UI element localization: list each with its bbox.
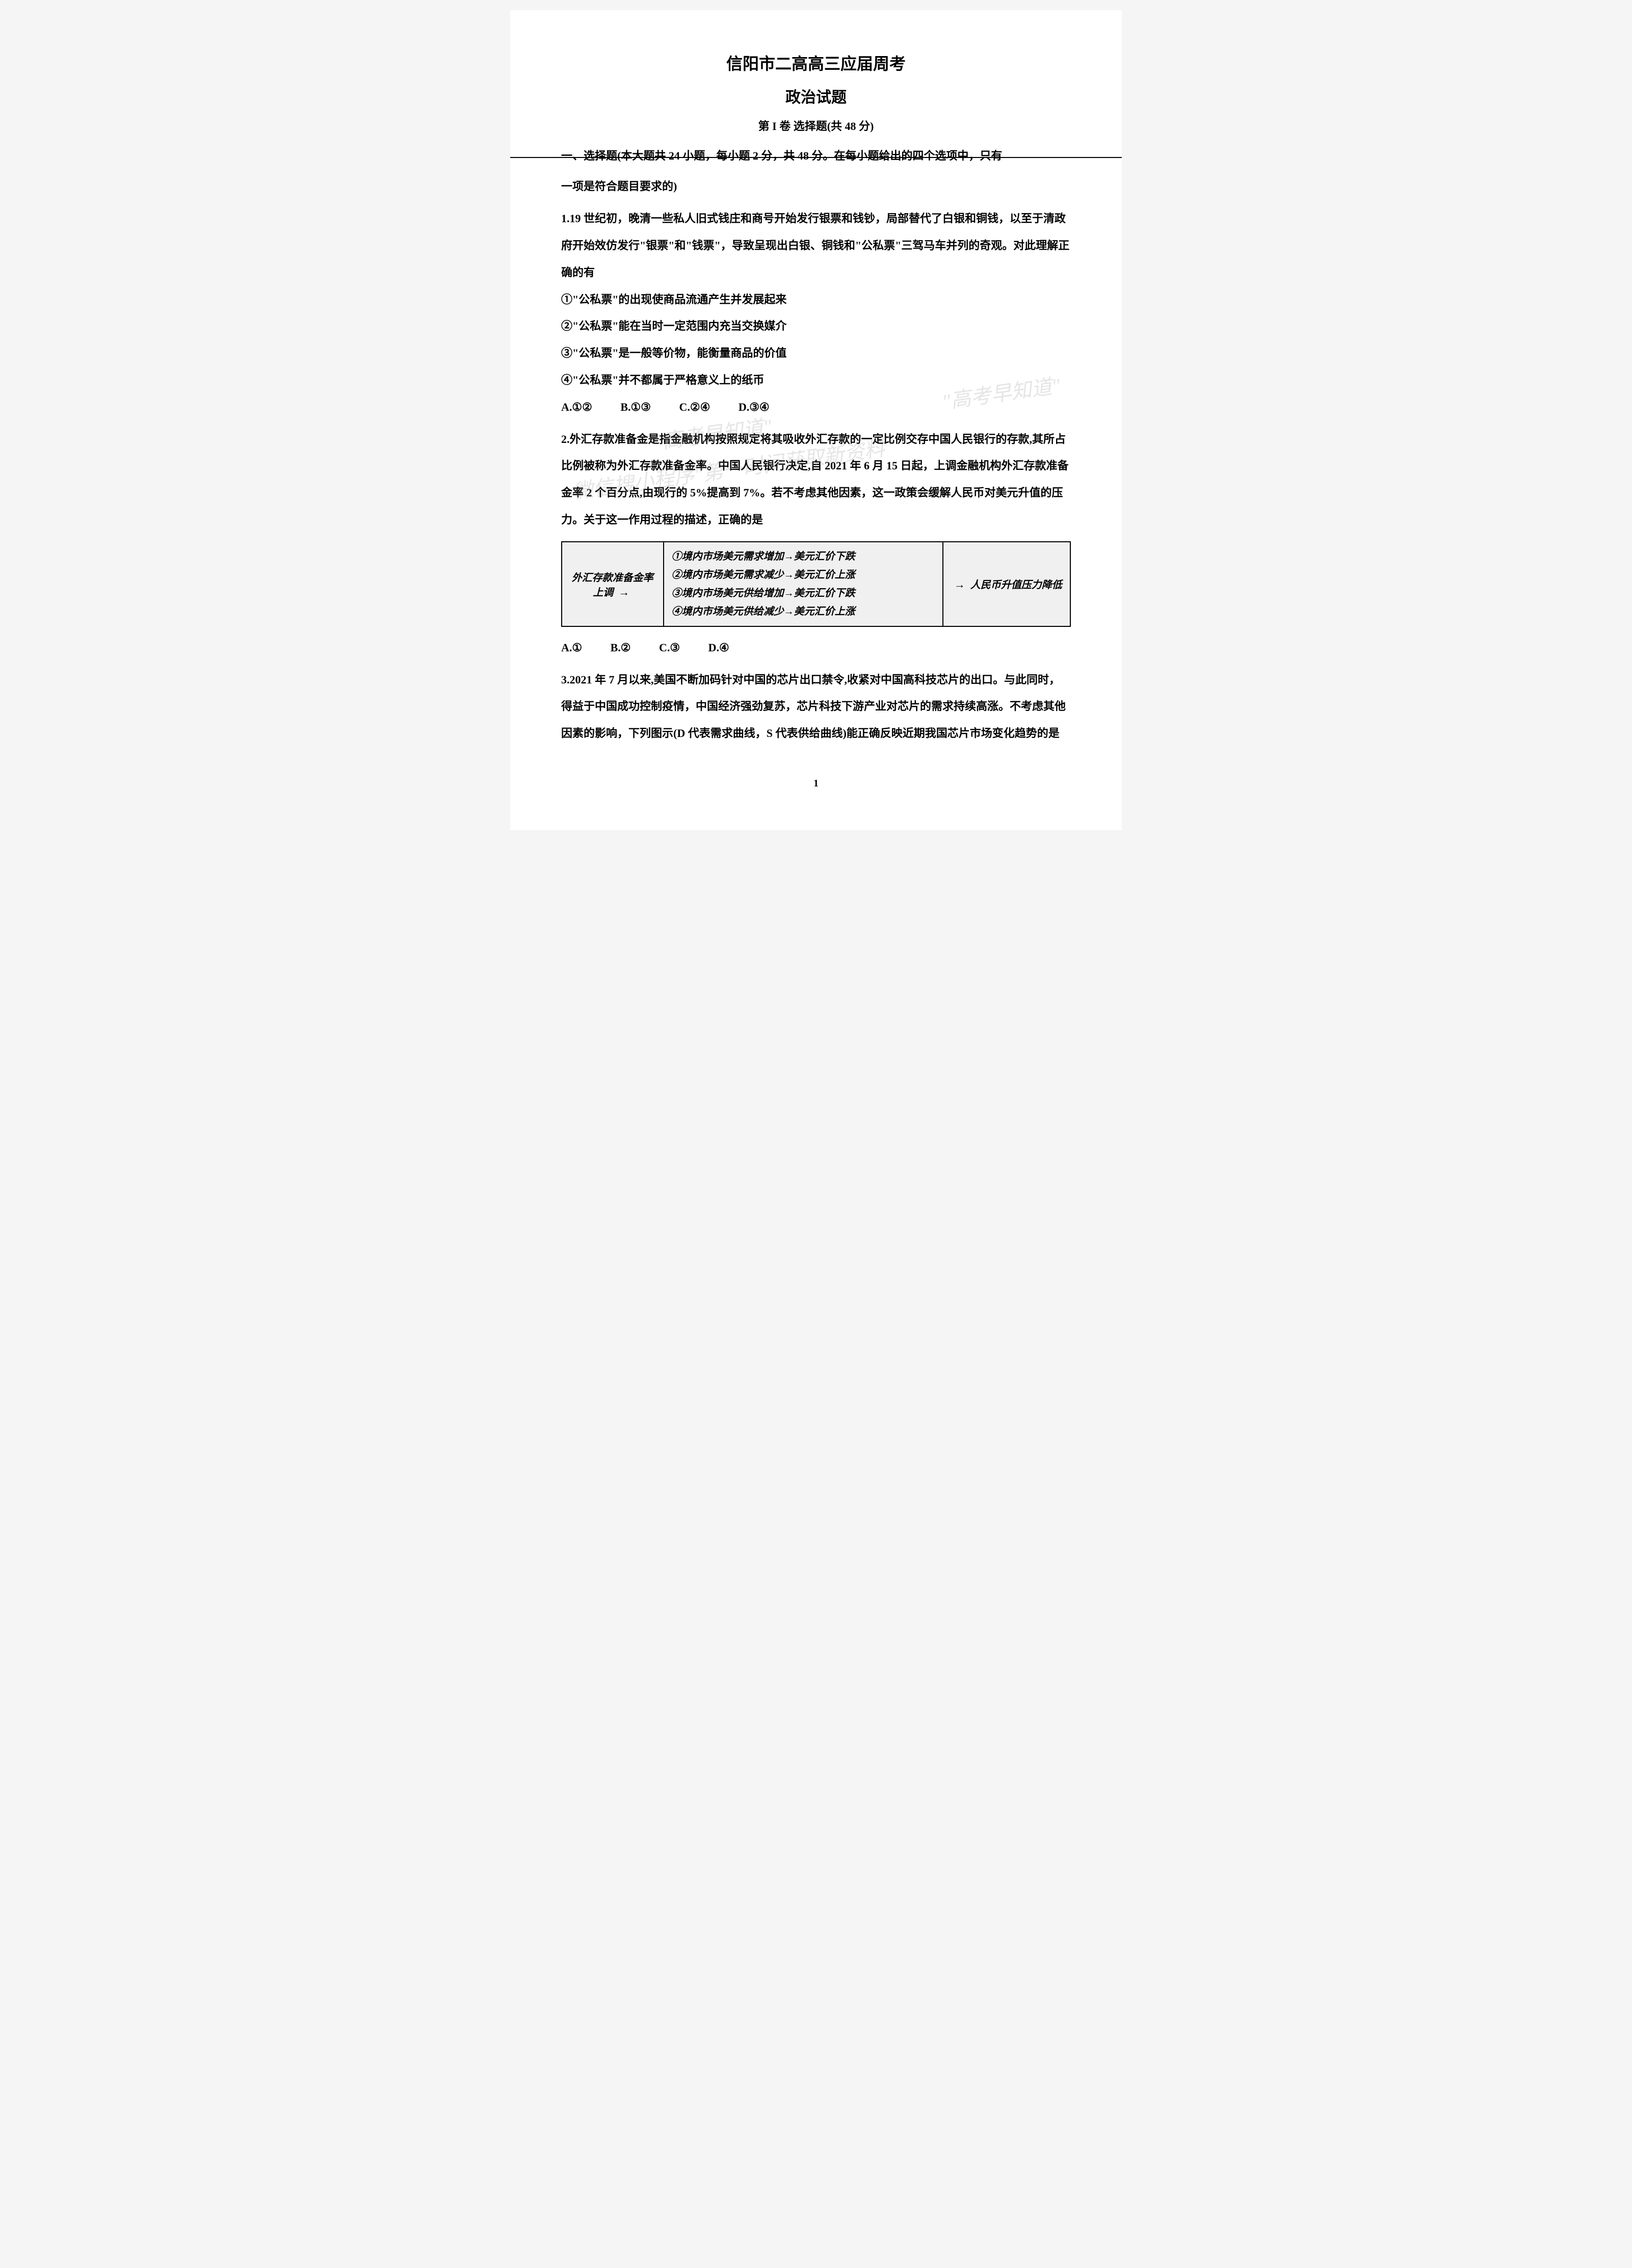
question-1-option-1: ①"公私票"的出现使商品流通产生并发展起来 — [561, 286, 1071, 313]
q1-answer-b: B.①③ — [620, 401, 651, 413]
arrow-icon: → — [952, 578, 968, 591]
question-1-option-3: ③"公私票"是一般等价物，能衡量商品的价值 — [561, 340, 1071, 367]
question-1-answers: A.①② B.①③ C.②④ D.③④ — [561, 394, 1071, 421]
diagram-middle-line-2: ②境内市场美元需求减少→美元汇价上涨 — [672, 566, 935, 584]
horizontal-rule — [510, 157, 1122, 158]
diagram-right-cell: → 人民币升值压力降低 — [943, 542, 1070, 626]
instruction-text-1: 一、选择题(本大题共 24 小题，每小题 2 分，共 48 分。在每小题给出的四… — [561, 149, 1002, 162]
question-1-text: 1.19 世纪初，晚清一些私人旧式钱庄和商号开始发行银票和钱钞，局部替代了白银和… — [561, 205, 1071, 286]
diagram-middle-cell: ①境内市场美元需求增加→美元汇价下跌 ②境内市场美元需求减少→美元汇价上涨 ③境… — [664, 542, 943, 626]
section-header: 第 I 卷 选择题(共 48 分) — [561, 117, 1071, 134]
sub-title: 政治试题 — [561, 85, 1071, 107]
question-2-diagram: 外汇存款准备金率上调 → ①境内市场美元需求增加→美元汇价下跌 ②境内市场美元需… — [561, 541, 1071, 627]
diagram-middle-line-1: ①境内市场美元需求增加→美元汇价下跌 — [672, 547, 935, 566]
instruction-text-2: 一项是符合题目要求的) — [561, 173, 1071, 200]
exam-page: 信阳市二高高三应届周考 政治试题 第 I 卷 选择题(共 48 分) 一、选择题… — [510, 10, 1122, 830]
q1-answer-a: A.①② — [561, 401, 592, 413]
page-number: 1 — [561, 778, 1071, 789]
arrow-icon: → — [616, 586, 632, 598]
diagram-middle-line-4: ④境内市场美元供给减少→美元汇价上涨 — [672, 602, 935, 621]
diagram-left-text: 外汇存款准备金率上调 — [572, 572, 653, 598]
q2-answer-a: A.① — [561, 641, 582, 654]
diagram-middle-line-3: ③境内市场美元供给增加→美元汇价下跌 — [672, 584, 935, 602]
instruction-line-1: 一、选择题(本大题共 24 小题，每小题 2 分，共 48 分。在每小题给出的四… — [561, 144, 1071, 168]
question-2-text: 2.外汇存款准备金是指金融机构按照规定将其吸收外汇存款的一定比例交存中国人民银行… — [561, 426, 1071, 534]
question-3-text: 3.2021 年 7 月以来,美国不断加码针对中国的芯片出口禁令,收紧对中国高科… — [561, 667, 1071, 747]
q2-answer-c: C.③ — [659, 641, 680, 654]
diagram-right-text: 人民币升值压力降低 — [970, 579, 1062, 591]
question-1-option-2: ②"公私票"能在当时一定范围内充当交换媒介 — [561, 313, 1071, 340]
main-title: 信阳市二高高三应届周考 — [561, 51, 1071, 74]
q2-answer-d: D.④ — [708, 641, 729, 654]
question-1-option-4: ④"公私票"并不都属于严格意义上的纸币 — [561, 367, 1071, 394]
diagram-left-cell: 外汇存款准备金率上调 → — [562, 542, 664, 626]
q1-answer-d: D.③④ — [739, 401, 770, 413]
question-2-answers: A.① B.② C.③ D.④ — [561, 635, 1071, 662]
q2-answer-b: B.② — [611, 641, 631, 654]
q1-answer-c: C.②④ — [679, 401, 710, 413]
